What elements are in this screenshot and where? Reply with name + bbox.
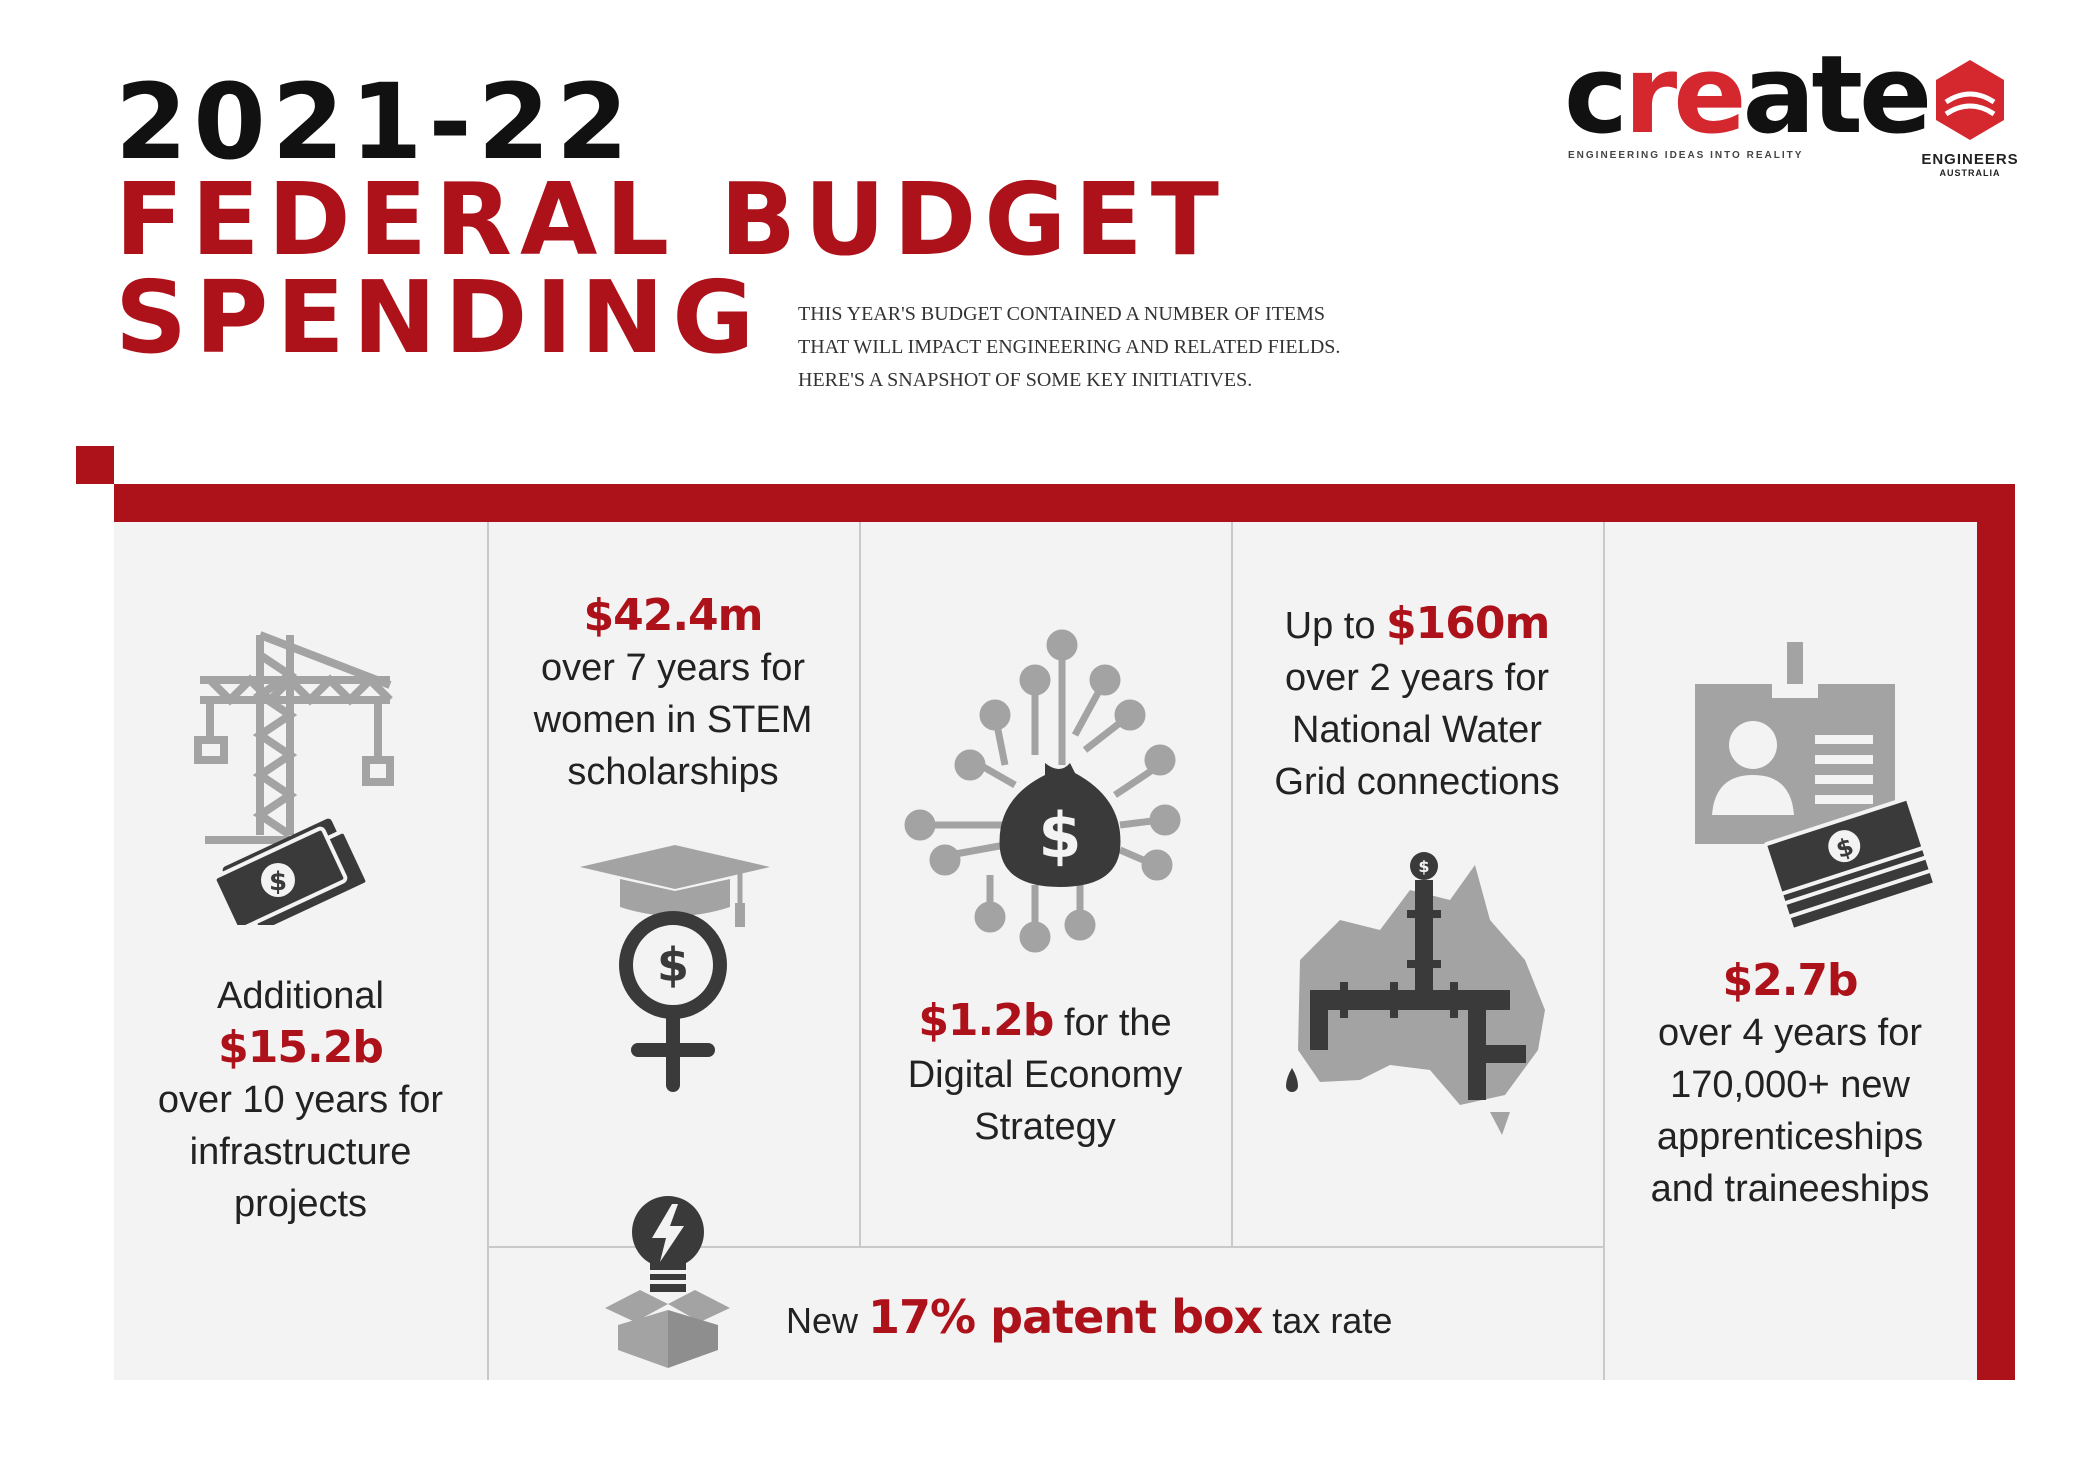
stem-line3: scholarships: [567, 751, 779, 793]
content-panel: [114, 522, 1977, 1380]
divider: [1231, 522, 1233, 1246]
patent-text: New 17% patent box tax rate: [786, 1290, 1392, 1344]
water-first-line: Up to $160m: [1231, 598, 1603, 652]
patent-post: tax rate: [1272, 1300, 1393, 1341]
intro-line-2: THAT WILL IMPACT ENGINEERING AND RELATED…: [798, 336, 1341, 358]
water-line1: over 2 years for: [1285, 657, 1549, 699]
patent-pre: New: [786, 1300, 859, 1341]
infrastructure-text: Additional $15.2b over 10 years for infr…: [114, 970, 487, 1230]
divider: [1603, 522, 1605, 1380]
infrastructure-line1: over 10 years for: [157, 1079, 444, 1121]
title-year: 2021-22: [115, 61, 635, 183]
stem-line2: women in STEM: [533, 699, 813, 741]
svg-text:$: $: [269, 867, 287, 897]
infrastructure-amount: $15.2b: [218, 1022, 384, 1073]
id-card-money-icon: $: [1695, 642, 1937, 932]
apprentice-amount: $2.7b: [1722, 955, 1858, 1006]
patent-amount: 17% patent box: [868, 1290, 1263, 1344]
digital-amount: $1.2b: [918, 995, 1054, 1046]
digital-line2: Strategy: [974, 1106, 1116, 1148]
engineers-australia-hex-icon: [1936, 60, 2004, 140]
intro-line-1: THIS YEAR'S BUDGET CONTAINED A NUMBER OF…: [798, 303, 1326, 325]
digital-suffix: for the: [1063, 1002, 1172, 1044]
create-logo: create: [1564, 42, 1932, 150]
digital-first-line: $1.2b for the: [859, 995, 1231, 1049]
water-amount: $160m: [1386, 598, 1550, 649]
water-line3: Grid connections: [1274, 761, 1560, 803]
title-spending: SPENDING: [115, 259, 763, 376]
apprentice-line2: 170,000+ new: [1670, 1064, 1910, 1106]
divider: [859, 522, 861, 1246]
apprentice-line1: over 4 years for: [1658, 1012, 1922, 1054]
intro-line-3: HERE'S A SNAPSHOT OF SOME KEY INITIATIVE…: [798, 369, 1253, 391]
water-line2: National Water: [1292, 709, 1542, 751]
infrastructure-line3: projects: [233, 1183, 368, 1225]
stem-amount: $42.4m: [583, 590, 763, 641]
divider: [487, 1246, 1605, 1248]
graduate-female-icon: $: [580, 845, 770, 1092]
engineers-australia-logo: ENGINEERS AUSTRALIA: [1920, 58, 2020, 178]
water-pre: Up to: [1284, 605, 1376, 647]
intro-text: THIS YEAR'S BUDGET CONTAINED A NUMBER OF…: [798, 298, 1398, 397]
lightbulb-box-icon: [605, 1196, 730, 1368]
corner-square: [76, 446, 114, 484]
stem-line1: over 7 years for: [541, 647, 805, 689]
crane-money-icon: $: [194, 631, 394, 925]
ea-line2: AUSTRALIA: [1939, 168, 2001, 178]
apprentice-text: $2.7b over 4 years for 170,000+ new appr…: [1603, 955, 1977, 1215]
circuit-money-bag-icon: $: [904, 629, 1181, 953]
apprentice-line4: and traineeships: [1650, 1168, 1930, 1210]
svg-text:$: $: [657, 938, 689, 992]
right-red-bar: [1977, 484, 2015, 1380]
create-tagline: ENGINEERING IDEAS INTO REALITY: [1568, 150, 1804, 161]
digital-line1: Digital Economy: [907, 1054, 1183, 1096]
create-logo-re: re: [1624, 33, 1746, 158]
create-logo-c: c: [1564, 33, 1628, 158]
infrastructure-pre: Additional: [217, 975, 384, 1017]
stem-text: $42.4m over 7 years for women in STEM sc…: [487, 590, 859, 798]
infrastructure-line2: infrastructure: [189, 1131, 412, 1173]
svg-text:$: $: [1418, 857, 1429, 876]
create-logo-ate: ate: [1742, 33, 1933, 158]
divider: [487, 522, 489, 1380]
digital-text: $1.2b for the Digital Economy Strategy: [859, 995, 1231, 1153]
australia-pipes-icon: $: [1286, 852, 1545, 1135]
apprentice-line3: apprenticeships: [1656, 1116, 1924, 1158]
top-red-bar: [114, 484, 2015, 522]
svg-text:$: $: [1038, 799, 1081, 872]
title-federal-budget: FEDERAL BUDGET: [115, 161, 1227, 278]
ea-line1: ENGINEERS: [1921, 151, 2019, 168]
water-text: Up to $160m over 2 years for National Wa…: [1231, 598, 1603, 808]
